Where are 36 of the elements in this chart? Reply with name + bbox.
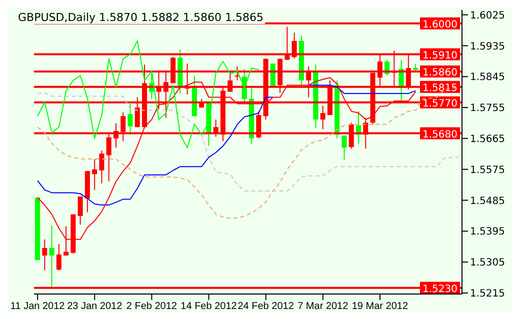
- y-tick-label: 1.5755: [470, 103, 505, 114]
- chart-title: GBPUSD,Daily 1.5870 1.5882 1.5860 1.5865: [16, 11, 266, 24]
- x-tick-label: 2 Feb 2012: [126, 301, 178, 312]
- candlestick: [42, 238, 48, 271]
- x-tick-label: 14 Feb 2012: [180, 301, 238, 312]
- x-tick-label: 11 Jan 2012: [10, 301, 66, 312]
- x-tick-label: 23 Jan 2012: [67, 301, 123, 312]
- y-tick-label: 1.5485: [470, 196, 505, 207]
- candlestick: [92, 158, 98, 190]
- line-series: [37, 40, 260, 148]
- x-tick-label: 19 Mar 2012: [352, 301, 408, 312]
- candlestick: [128, 103, 133, 136]
- ref-line-label: 1.5680: [422, 129, 458, 140]
- y-tick-label: 1.5575: [470, 164, 505, 176]
- x-tick-label: 24 Feb 2012: [238, 301, 294, 312]
- y-tick-label: 1.6025: [470, 10, 505, 22]
- candlestick: [78, 196, 83, 226]
- ref-line-label: 1.5815: [422, 82, 458, 94]
- ref-line-label: 1.6000: [422, 19, 458, 30]
- y-tick-label: 1.5845: [470, 72, 505, 84]
- ref-line-label: 1.5910: [422, 50, 458, 62]
- candlestick: [99, 150, 104, 184]
- y-tick-label: 1.5215: [470, 288, 505, 300]
- candlestick: [49, 225, 54, 289]
- y-tick-label: 1.5935: [470, 41, 505, 52]
- y-tick-label: 1.5395: [470, 226, 505, 238]
- ref-line-label: 1.5230: [422, 284, 458, 295]
- candlestick: [342, 135, 347, 161]
- line-series: [37, 92, 459, 192]
- ref-line-label: 1.5770: [422, 98, 458, 110]
- ref-line-label: 1.5860: [422, 67, 458, 78]
- y-tick-label: 1.5305: [470, 258, 505, 269]
- x-tick-label: 7 Mar 2012: [298, 301, 349, 312]
- candlestick: [56, 244, 62, 271]
- y-tick-label: 1.5665: [470, 134, 505, 145]
- candlestick: [320, 105, 326, 130]
